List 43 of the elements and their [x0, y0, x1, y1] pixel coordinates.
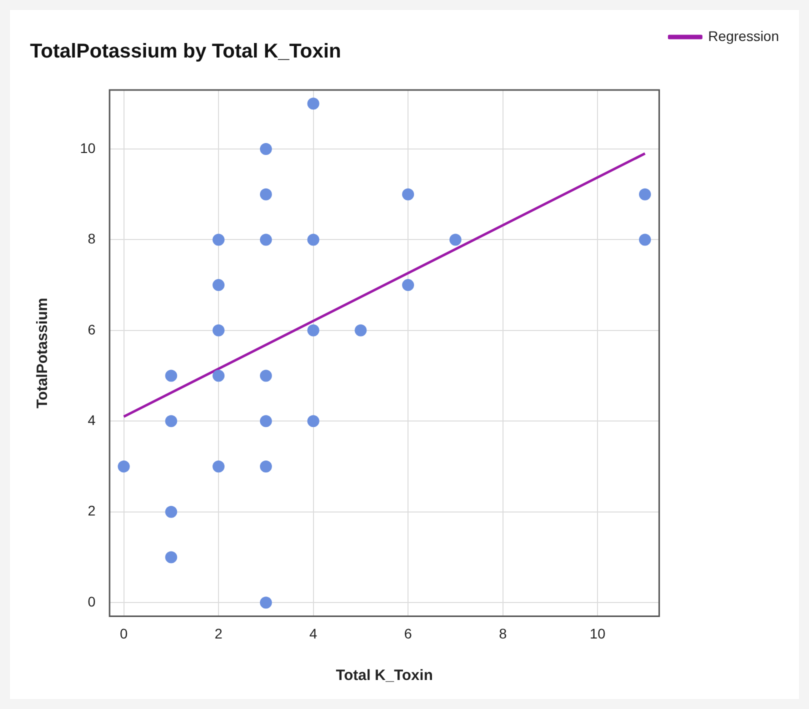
y-tick-label: 6 [88, 321, 96, 338]
point [165, 551, 178, 564]
point [260, 460, 272, 473]
point [449, 234, 462, 246]
point [402, 188, 414, 200]
point [402, 279, 414, 292]
point [260, 415, 272, 428]
point [118, 460, 130, 473]
point [165, 415, 178, 428]
point [212, 234, 225, 246]
point [638, 188, 651, 200]
x-tick-label: 0 [120, 625, 128, 642]
y-tick-label: 4 [88, 412, 96, 428]
x-tick-label: 2 [214, 625, 223, 642]
point [260, 370, 272, 382]
x-tick-label: 8 [498, 625, 507, 642]
point [307, 324, 320, 336]
point [165, 506, 178, 518]
point [212, 460, 225, 473]
point [354, 324, 367, 336]
y-axis-title: TotalPotassium [34, 298, 52, 408]
point [212, 370, 225, 382]
legend-label: Regression [708, 28, 780, 44]
point [638, 234, 651, 246]
point [212, 324, 225, 336]
x-tick-label: 10 [590, 625, 606, 642]
point [165, 370, 178, 382]
point [260, 596, 272, 609]
chart-title: TotalPotassium by Total K_Toxin [30, 40, 342, 63]
y-tick-label: 8 [88, 230, 96, 247]
x-tick-label: 6 [404, 625, 412, 642]
point [260, 188, 272, 200]
point [260, 142, 272, 155]
point [212, 279, 225, 292]
point [260, 234, 272, 246]
x-axis-title: Total K_Toxin [336, 667, 433, 684]
y-tick-label: 0 [88, 593, 96, 610]
y-tick-label: 10 [80, 140, 96, 156]
point [307, 234, 320, 246]
x-tick-label: 4 [309, 625, 318, 642]
point [307, 415, 320, 428]
y-tick-label: 2 [88, 502, 96, 519]
point [307, 98, 320, 110]
